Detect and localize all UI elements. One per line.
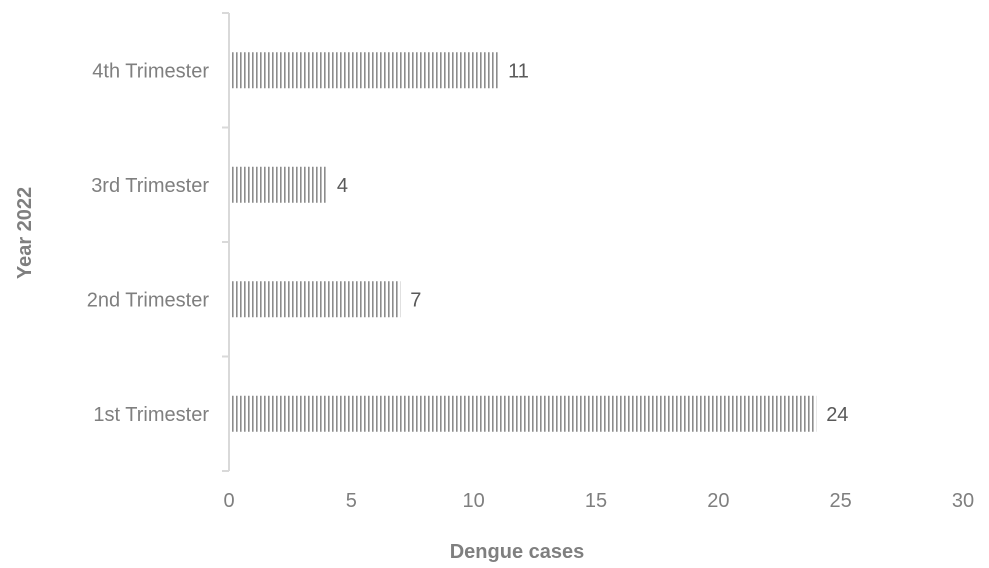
category-label: 4th Trimester	[92, 60, 209, 82]
y-axis-title: Year 2022	[14, 187, 36, 279]
x-tick-label: 10	[463, 490, 485, 512]
bar	[230, 395, 817, 432]
x-axis-title: Dengue cases	[450, 541, 585, 563]
x-tick-label: 25	[830, 490, 852, 512]
data-label: 24	[826, 404, 848, 426]
data-label: 4	[337, 175, 348, 197]
x-tick-label: 5	[346, 490, 357, 512]
x-tick-label: 30	[952, 490, 974, 512]
x-tick-label: 20	[707, 490, 729, 512]
plot-area: 1st Trimester 24 2nd Trimester 7 3rd Trimest…	[87, 12, 974, 512]
x-tick-label: 15	[585, 490, 607, 512]
x-tick-label: 0	[223, 490, 234, 512]
bar	[230, 52, 499, 89]
bar	[230, 281, 401, 318]
category-label: 3rd Trimester	[91, 175, 209, 197]
data-label: 11	[508, 60, 529, 82]
category-label: 2nd Trimester	[87, 289, 210, 311]
bar	[230, 166, 327, 203]
data-label: 7	[410, 289, 421, 311]
category-label: 1st Trimester	[93, 404, 209, 426]
